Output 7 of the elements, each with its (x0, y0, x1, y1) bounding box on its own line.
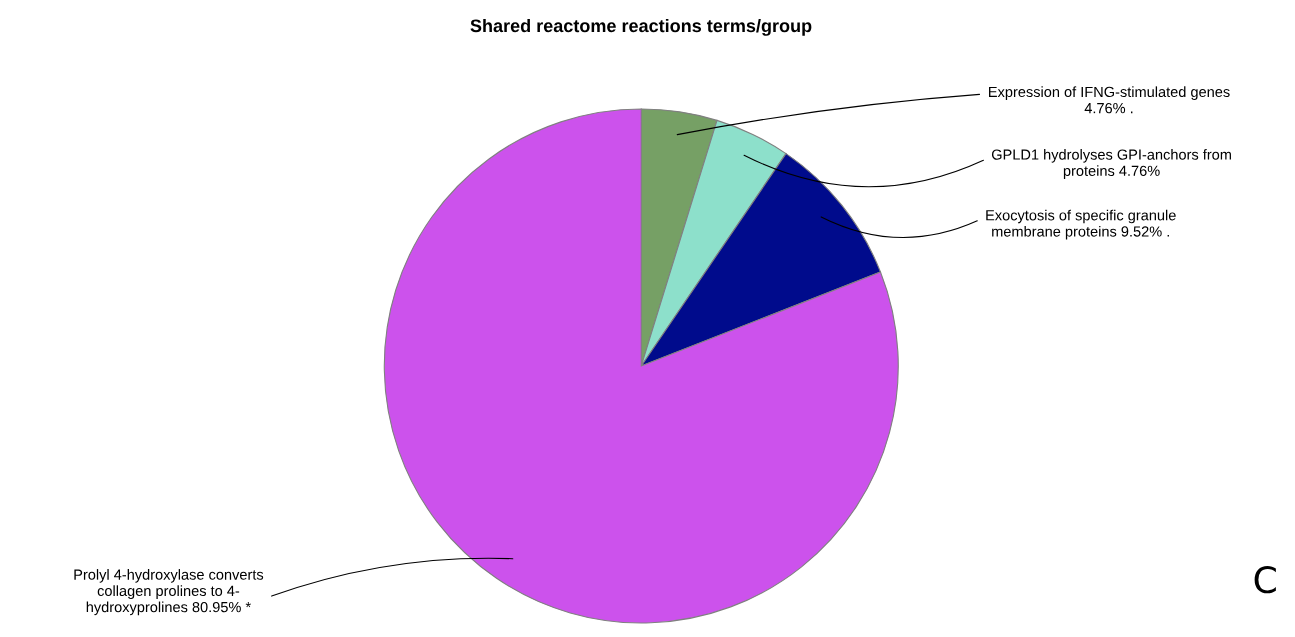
pie-slice (383, 108, 899, 624)
slice-label: Prolyl 4-hydroxylase converts collagen prolines to 4- hydroxyprolines 80.95% * (74, 569, 264, 616)
slice-label: Exocytosis of specific granule membrane proteins 9.52% . (986, 209, 1176, 240)
chart-title: Shared reactome reactions terms/group (470, 18, 812, 36)
slice-label: GPLD1 hydrolyses GPI-anchors from proteins 4.76% (991, 149, 1231, 179)
slice-label: Expression of IFNG-stimulated genes 4.76% . (989, 86, 1230, 114)
text: C (1254, 566, 1276, 594)
